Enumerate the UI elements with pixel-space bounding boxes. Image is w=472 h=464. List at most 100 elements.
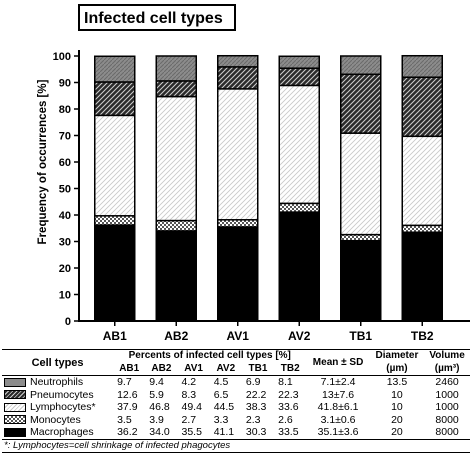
diameter-value: 10 <box>391 401 403 414</box>
macrophages-swatch <box>4 427 26 437</box>
cell-value: 12.6 <box>117 388 138 401</box>
cell-value: 6.5 <box>213 388 229 401</box>
cell-value: 37.9 <box>117 401 138 414</box>
cell-value: 33.5 <box>274 426 307 440</box>
table-row: Lymphocytes* 37.9 46.8 49.4 44.5 38.3 33… <box>2 401 470 414</box>
y-tick-label: 90 <box>59 78 71 90</box>
cell-value: 38.3 <box>245 401 267 414</box>
bars <box>94 54 443 322</box>
volume-unit: (µm³) <box>434 362 460 374</box>
diameter-header: Diameter <box>369 349 425 363</box>
table-row: Pneumocytes 12.6 5.9 8.3 6.5 22.2 22.3 1… <box>2 389 470 402</box>
bar-segment-monocytes-tb2 <box>401 224 443 233</box>
row-name: Pneumocytes <box>30 388 94 401</box>
title-box <box>78 4 236 31</box>
monocytes-swatch <box>4 415 26 425</box>
cell-value: 2.7 <box>181 413 197 426</box>
y-tick-label: 40 <box>59 210 71 222</box>
cell-value: 22.2 <box>245 388 267 401</box>
y-tick-label: 100 <box>53 51 71 63</box>
bar-segment-lymphocytes-tb1 <box>340 132 382 236</box>
cell-value: 36.2 <box>113 426 146 440</box>
cell-value: 49.4 <box>181 401 202 414</box>
row-name: Lymphocytes* <box>30 401 96 414</box>
cell-value: 9.4 <box>145 375 178 389</box>
bar-segment-neutrophils-av2 <box>278 55 320 69</box>
y-tick-label: 60 <box>59 157 71 169</box>
volume-value: 1000 <box>435 388 459 401</box>
mean-value: 3.1±0.6 <box>320 413 356 426</box>
lymphocytes-swatch <box>4 402 26 412</box>
cell-value: 9.7 <box>113 375 146 389</box>
cell-value: 6.9 <box>241 375 275 389</box>
data-table: Cell types Percents of infected cell typ… <box>2 349 470 453</box>
cell-value: 22.3 <box>278 388 299 401</box>
bar-segment-neutrophils-av1 <box>217 54 259 68</box>
sub-header-ab1: AB1 <box>119 362 140 374</box>
cell-value: 33.6 <box>278 401 299 414</box>
x-tick-label: AB2 <box>164 329 188 343</box>
mean-value: 13±7.6 <box>322 388 355 401</box>
bar-segment-macrophages-ab2 <box>155 230 197 322</box>
y-tick-label: 10 <box>59 290 71 302</box>
cell-value: 46.8 <box>149 401 170 414</box>
cell-value: 5.9 <box>149 388 164 401</box>
x-tick-label: AV2 <box>288 329 311 343</box>
diameter-unit: (µm) <box>386 362 408 374</box>
cell-value: 44.5 <box>213 401 235 414</box>
diameter-value: 20 <box>369 426 425 440</box>
y-tick-label: 30 <box>59 237 71 249</box>
cell-value: 2.6 <box>278 413 293 426</box>
neutrophils-swatch <box>4 377 26 387</box>
bar-segment-pneumocytes-av1 <box>217 66 259 90</box>
bar-segment-monocytes-tb1 <box>340 233 382 242</box>
bar-segment-lymphocytes-ab2 <box>155 95 197 222</box>
mean-value: 41.8±6.1 <box>317 401 359 414</box>
bar-segment-lymphocytes-av2 <box>278 84 320 205</box>
cell-value: 41.1 <box>209 426 242 440</box>
bar-segment-pneumocytes-ab1 <box>94 81 136 117</box>
volume-value: 2460 <box>424 375 470 389</box>
bar-segment-macrophages-av1 <box>217 226 259 322</box>
cell-types-header: Cell types <box>2 349 114 376</box>
bar-segment-lymphocytes-tb2 <box>401 135 443 227</box>
bar-segment-lymphocytes-av1 <box>217 88 259 221</box>
volume-value: 8000 <box>435 413 459 426</box>
pneumocytes-swatch <box>4 390 26 400</box>
diameter-value: 10 <box>391 388 403 401</box>
bar-segment-macrophages-ab1 <box>94 224 136 322</box>
cell-value: 35.5 <box>177 426 210 440</box>
y-tick-label: 50 <box>59 184 71 196</box>
table-row: Monocytes 3.5 3.9 2.7 3.3 2.3 2.6 3.1±0.… <box>2 414 470 427</box>
bar-segment-monocytes-ab1 <box>94 215 136 226</box>
bar-segment-pneumocytes-tb2 <box>401 76 443 138</box>
bar-segment-neutrophils-tb2 <box>401 54 443 78</box>
bar-segment-macrophages-tb1 <box>340 239 382 322</box>
y-ticks: 0 10 20 30 40 50 60 70 80 90 100 <box>53 51 79 328</box>
bar-segment-pneumocytes-av2 <box>278 67 320 87</box>
row-name: Monocytes <box>30 413 81 426</box>
y-axis-label: Frequency of occurrences [%] <box>37 79 49 244</box>
table-row: Macrophages 36.2 34.0 35.5 41.1 30.3 33.… <box>2 426 470 440</box>
sub-header-av1: AV1 <box>184 362 203 374</box>
cell-value: 8.1 <box>274 375 307 389</box>
diameter-value: 20 <box>391 413 403 426</box>
sub-header-tb2: TB2 <box>280 362 300 374</box>
bar-segment-monocytes-av1 <box>217 219 259 228</box>
bar-segment-pneumocytes-ab2 <box>155 80 197 98</box>
cell-value: 4.5 <box>209 375 242 389</box>
cell-value: 3.9 <box>149 413 164 426</box>
sub-header-tb1: TB1 <box>248 362 268 374</box>
mean-value: 7.1±2.4 <box>306 375 370 389</box>
x-tick-label: AV1 <box>227 329 250 343</box>
bar-segment-lymphocytes-ab1 <box>94 114 136 217</box>
cell-value: 8.3 <box>181 388 197 401</box>
percent-header: Percents of infected cell types [%] <box>113 349 307 363</box>
cell-value: 2.3 <box>245 413 261 426</box>
cell-value: 30.3 <box>241 426 275 440</box>
volume-header: Volume <box>424 349 470 363</box>
sub-header-ab2: AB2 <box>151 362 172 374</box>
y-tick-label: 0 <box>65 316 71 328</box>
bar-segment-monocytes-ab2 <box>155 219 197 232</box>
diameter-value: 13.5 <box>369 375 425 389</box>
